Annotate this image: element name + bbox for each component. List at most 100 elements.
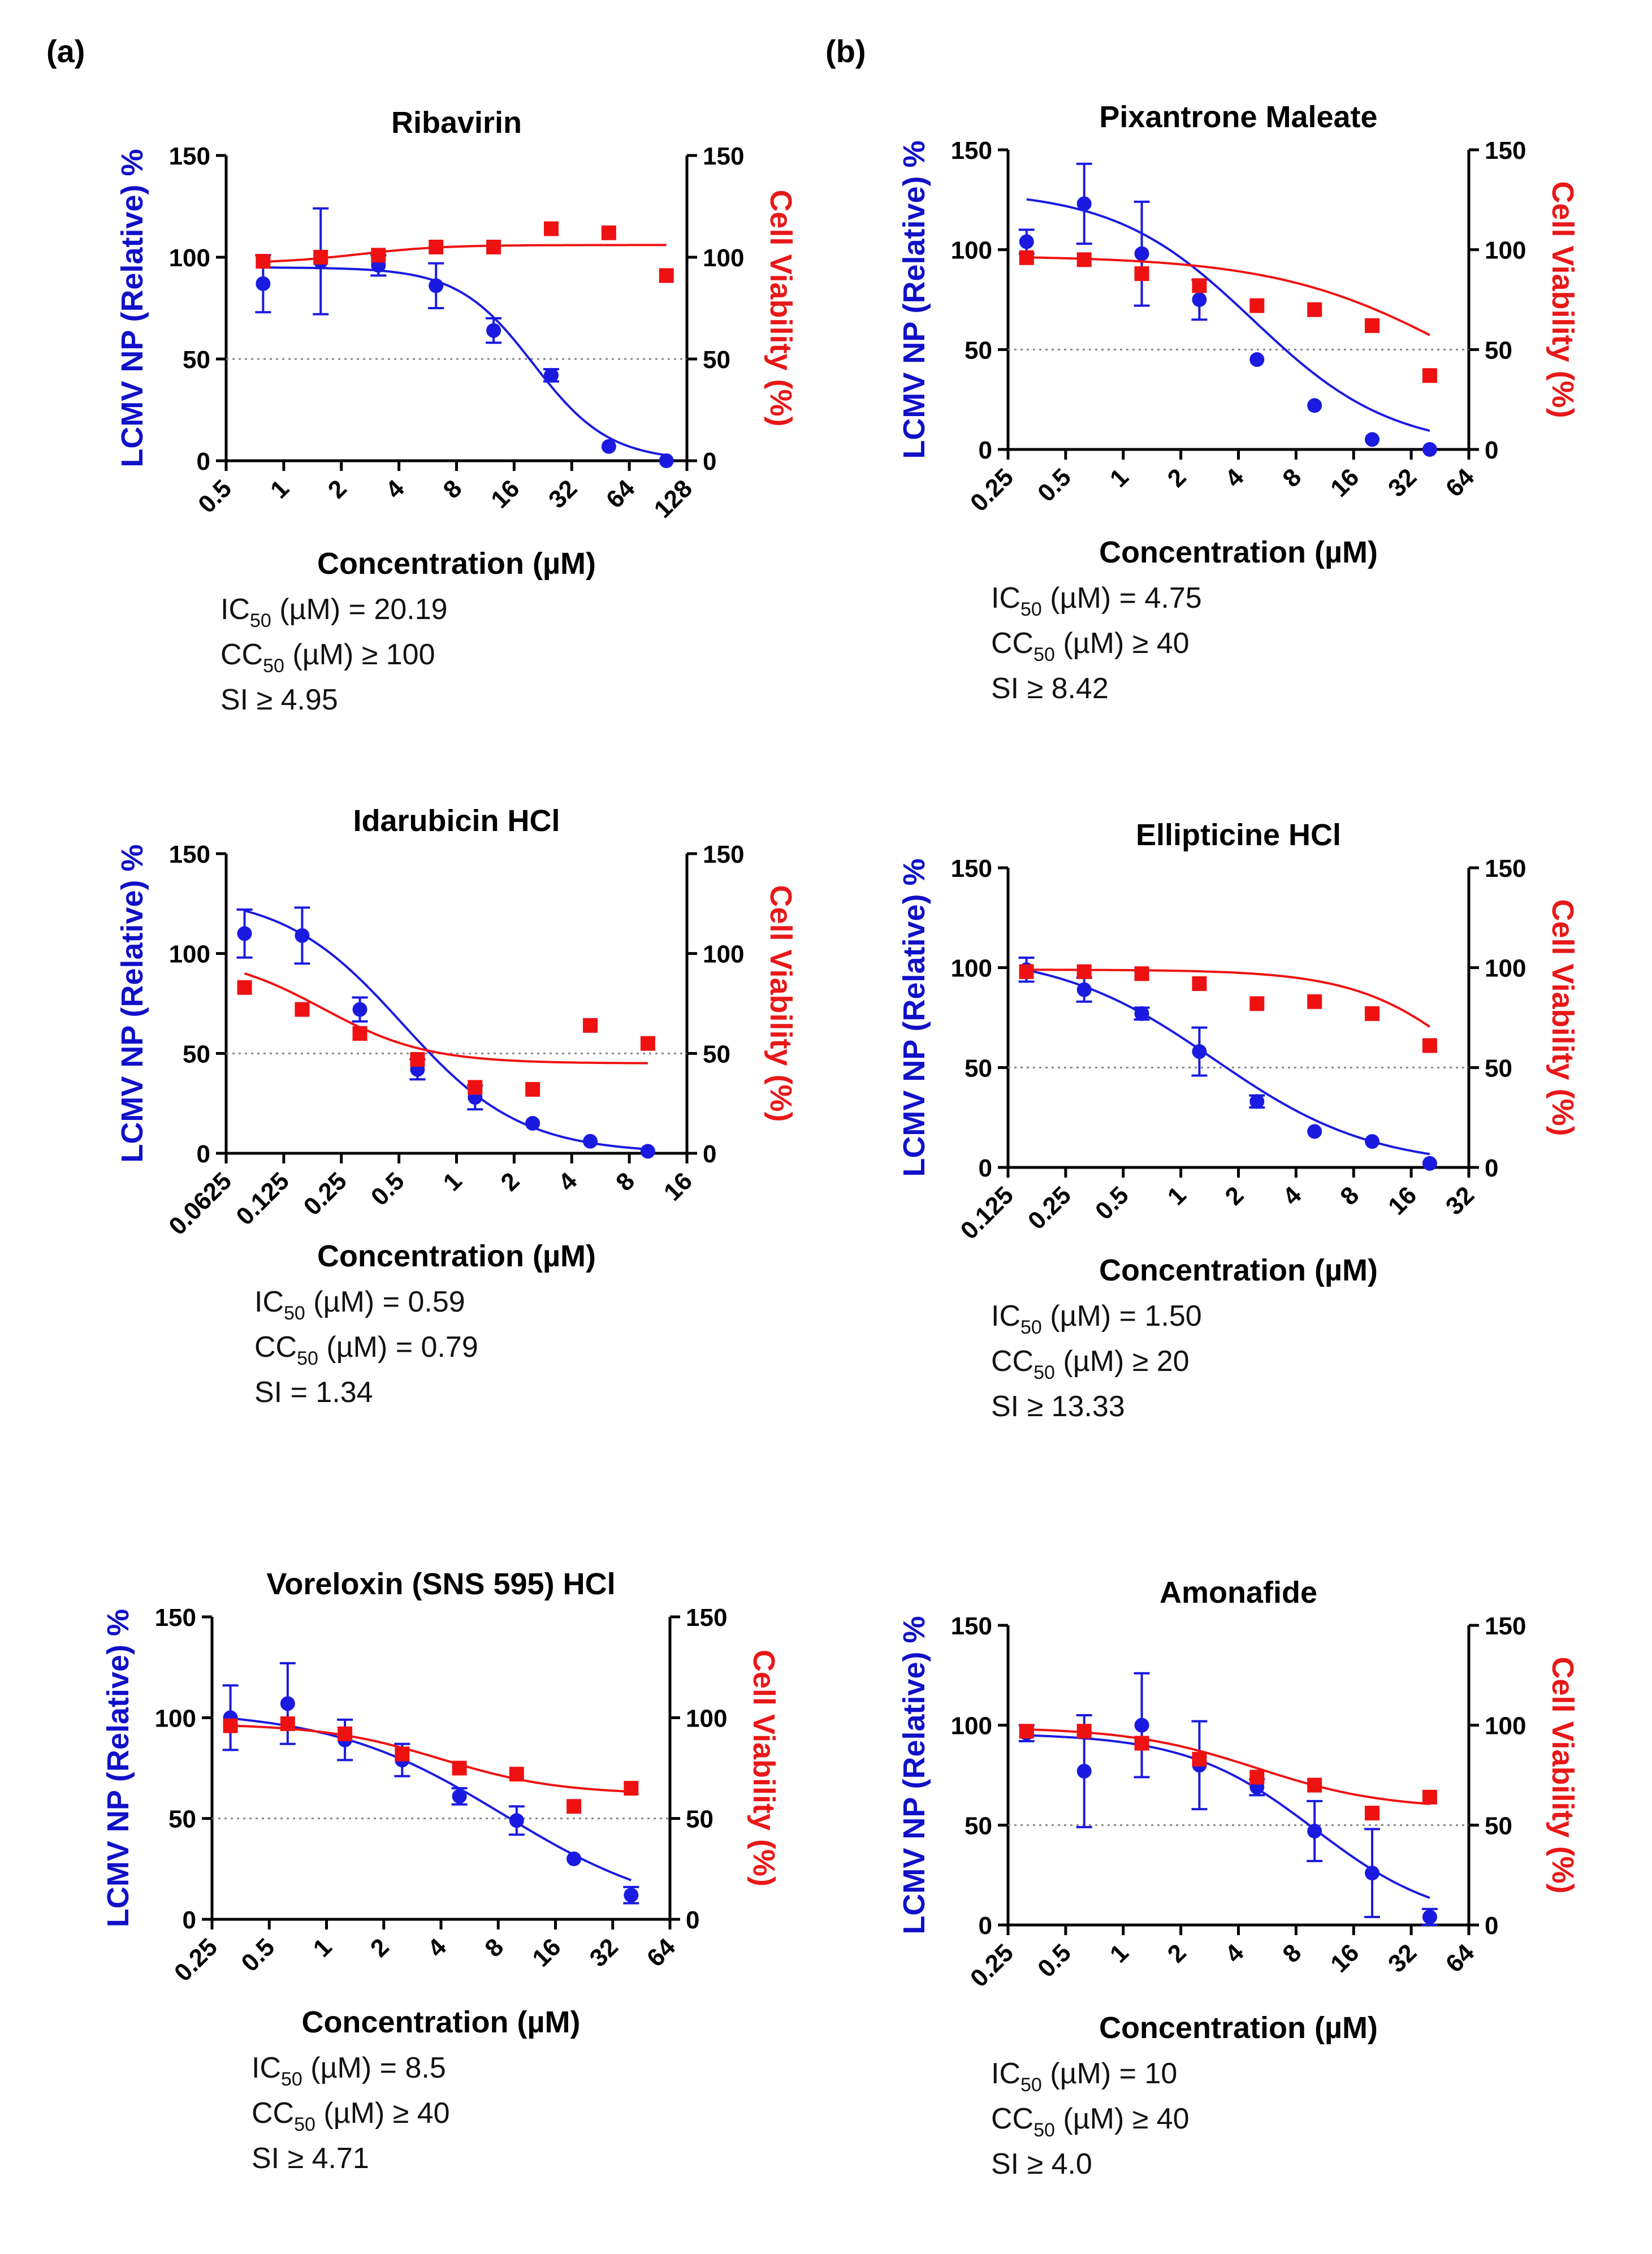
x-tick-label: 4 [1277,1181,1307,1210]
virus-data-point [1076,982,1092,997]
x-tick-label: 64 [642,1933,681,1972]
x-tick-label: 32 [1383,1939,1422,1978]
left-tick-label: 50 [965,336,992,364]
x-axis-title: Concentration (µM) [1099,1253,1378,1287]
viability-data-point [280,1716,295,1732]
left-tick-label: 150 [951,855,992,882]
viability-data-point [237,980,252,995]
right-tick-label: 50 [1485,1054,1512,1082]
viability-data-point [1134,266,1149,282]
virus-fit-curve [230,1717,632,1881]
x-tick-label: 8 [1335,1181,1364,1210]
left-y-axis-title: LCMV NP (Relative) % [115,149,149,467]
x-tick-label: 8 [611,1167,640,1196]
virus-data-point [429,278,444,293]
viability-data-point [1422,1038,1437,1053]
left-tick-label: 150 [169,142,210,170]
viability-data-point [1365,1806,1380,1821]
viability-data-point [624,1781,639,1796]
virus-data-point [624,1888,639,1903]
x-tick-label: 0.25 [1023,1181,1076,1235]
x-tick-label: 4 [422,1933,452,1962]
x-tick-label: 1 [1162,1181,1192,1210]
chart-title: Pixantrone Maleate [1099,100,1377,134]
virus-data-point [1249,1094,1265,1109]
virus-data-point [280,1696,295,1711]
x-axis-title: Concentration (µM) [1099,2011,1378,2045]
viability-data-point [1076,1724,1092,1739]
right-tick-label: 150 [1485,855,1526,882]
left-tick-label: 100 [155,1704,196,1732]
stat-line: SI ≥ 8.42 [991,672,1109,705]
left-tick-label: 50 [183,1040,210,1068]
x-axis-title: Concentration (µM) [317,547,596,581]
viability-data-point [525,1081,540,1097]
virus-data-point [1192,1044,1207,1059]
right-y-axis-title: Cell Viability (%) [764,885,798,1122]
virus-data-point [1307,1823,1322,1838]
x-tick-label: 4 [553,1167,582,1196]
right-tick-label: 50 [1485,1812,1512,1840]
x-tick-label: 1 [438,1167,468,1196]
viability-data-point [1192,976,1207,991]
left-y-axis-title: LCMV NP (Relative) % [897,140,931,458]
virus-data-point [1192,292,1207,307]
x-tick-label: 0.0625 [163,1167,237,1240]
virus-data-point [1249,352,1265,367]
stat-line: IC50 (µM) = 20.19 [220,593,448,631]
x-tick-label: 1 [1105,1939,1134,1968]
x-tick-label: 0.125 [955,1181,1019,1245]
virus-data-point [295,928,310,943]
x-tick-label: 2 [323,474,352,504]
x-tick-label: 1 [308,1933,338,1962]
left-y-axis-title: LCMV NP (Relative) % [897,1616,931,1934]
viability-data-point [313,250,328,265]
left-tick-label: 100 [169,244,210,272]
left-tick-label: 100 [951,955,992,983]
right-tick-label: 100 [1485,237,1526,265]
right-tick-label: 0 [1485,1912,1498,1940]
left-tick-label: 100 [169,941,210,968]
virus-data-point [1019,234,1034,249]
left-tick-label: 0 [979,1154,992,1182]
right-y-axis-title: Cell Viability (%) [747,1650,781,1887]
right-tick-label: 0 [1485,436,1498,464]
right-tick-label: 100 [686,1704,727,1732]
left-tick-label: 50 [168,1806,196,1833]
x-tick-label: 0.5 [1090,1181,1134,1225]
right-tick-label: 50 [686,1806,713,1833]
chart-1: Ribavirin 0 50 100 150 0 50 100 150 0.5 1 2 4 8 16 32 64… [115,106,798,716]
left-y-axis-title: LCMV NP (Relative) % [101,1609,135,1927]
virus-data-point [1076,1763,1092,1779]
stat-line: IC50 (µM) = 0.59 [254,1286,465,1324]
stat-line: SI ≥ 4.95 [220,683,338,716]
virus-data-point [486,323,501,338]
stat-line: IC50 (µM) = 4.75 [991,582,1202,620]
x-tick-label: 32 [543,474,582,513]
viability-data-point [583,1018,598,1033]
viability-data-point [1249,996,1265,1011]
x-tick-label: 4 [1220,1939,1249,1968]
x-tick-label: 128 [649,474,698,524]
viability-data-point [486,240,501,254]
x-tick-label: 0.25 [169,1933,223,1987]
x-axis-title: Concentration (µM) [301,2005,580,2039]
x-tick-label: 0.5 [193,474,237,518]
right-tick-label: 50 [703,1040,730,1068]
x-tick-label: 32 [1441,1181,1480,1220]
stat-line: CC50 (µM) ≥ 40 [991,2102,1190,2141]
x-tick-label: 8 [1277,463,1307,492]
virus-fit-curve [1026,1734,1430,1899]
viability-data-point [1076,964,1092,979]
x-tick-label: 2 [1162,463,1192,492]
left-tick-label: 0 [197,448,210,475]
x-tick-label: 0.5 [236,1933,280,1977]
viability-data-point [1192,278,1207,293]
viability-data-point [1422,368,1437,383]
virus-data-point [1365,1866,1380,1881]
x-tick-label: 2 [1220,1181,1249,1210]
virus-data-point [1365,432,1380,447]
viability-data-point [1307,1777,1322,1793]
x-axis-title: Concentration (µM) [1099,535,1378,569]
chart-title: Idarubicin HCl [353,804,560,838]
